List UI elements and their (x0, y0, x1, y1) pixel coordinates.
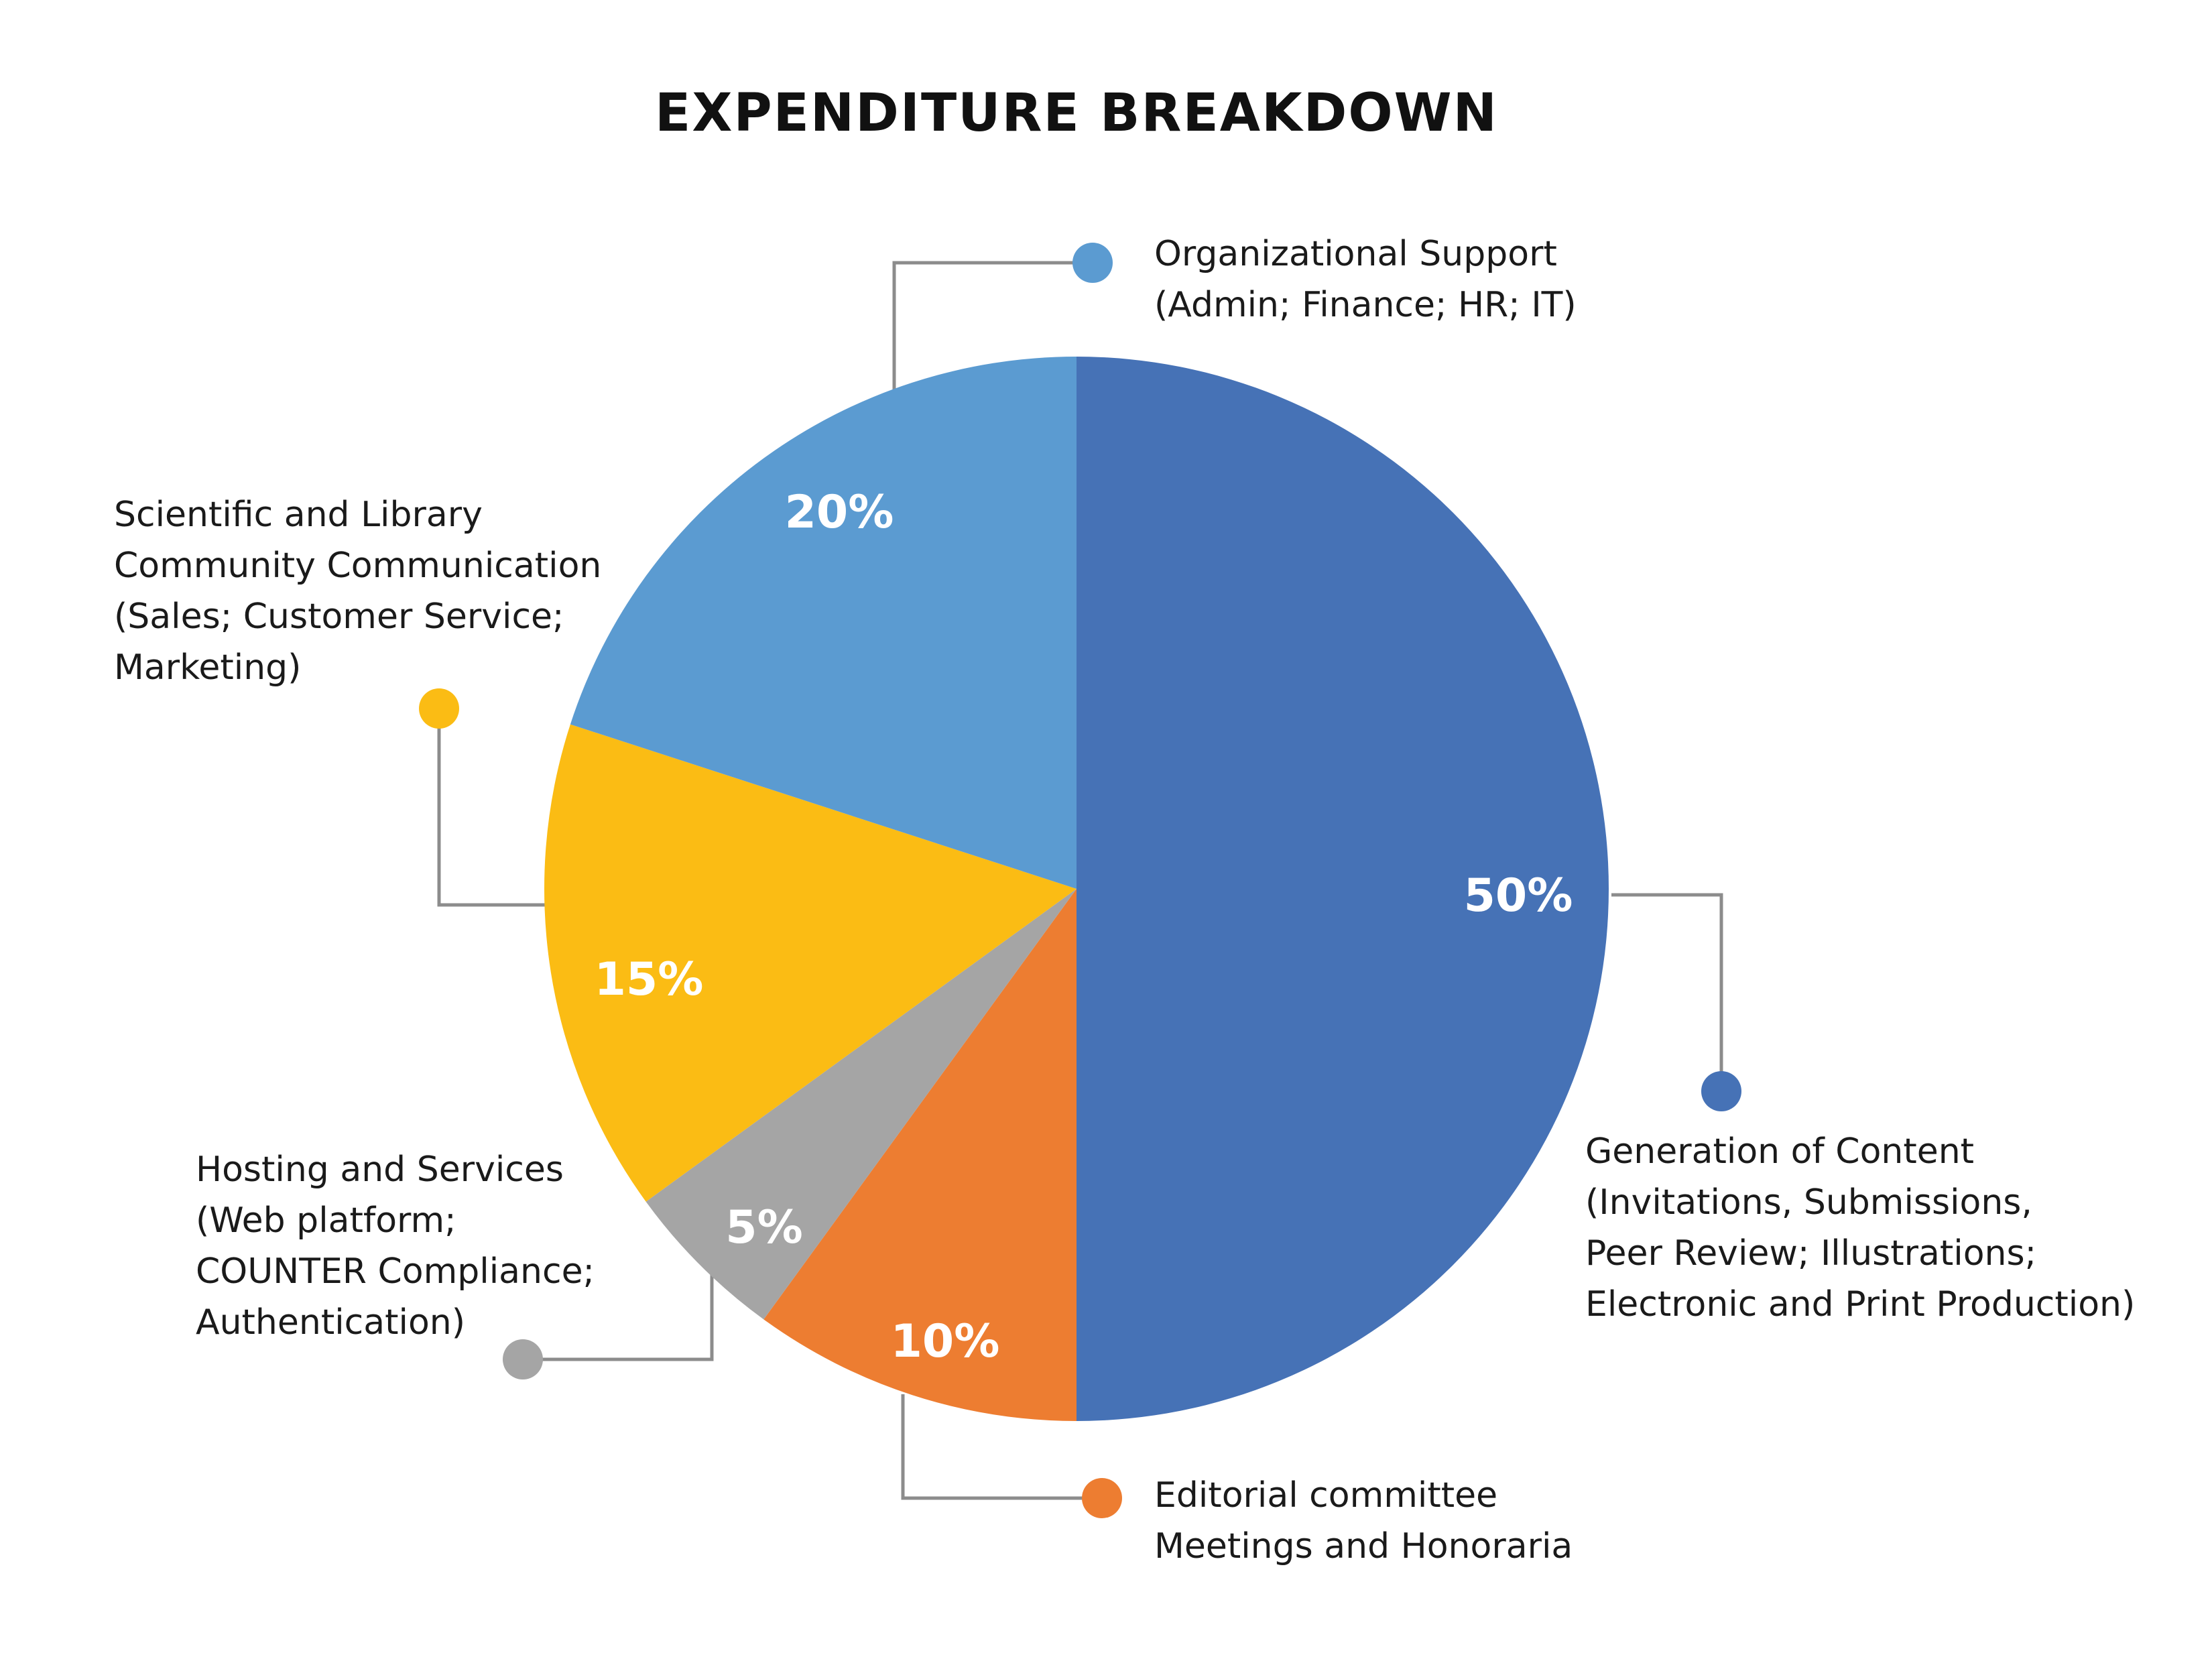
slice-label-1: Editorial committee Meetings and Honorari… (1154, 1475, 1573, 1566)
slice-label-line: Generation of Content (1585, 1131, 1974, 1172)
leader-line-0 (1611, 893, 1723, 1091)
slice-label-line: (Sales; Customer Service; (114, 597, 564, 637)
pie-slice-2 (646, 889, 1077, 1320)
slice-label-line: COUNTER Compliance; (196, 1251, 595, 1292)
pie-slice-1 (763, 889, 1077, 1421)
percent-label-4: 20% (785, 486, 894, 539)
pie-slice-4 (570, 357, 1077, 889)
slice-label-line: (Admin; Finance; HR; IT) (1154, 285, 1577, 325)
leader-lines (437, 261, 1723, 1500)
slice-label-line: Authentication) (196, 1302, 465, 1343)
percent-label-0: 50% (1464, 869, 1573, 922)
legend-dot-2 (503, 1339, 543, 1379)
slice-label-line: Meetings and Honoraria (1154, 1526, 1573, 1566)
pie-slice-3 (544, 724, 1077, 1202)
slice-label-0: Generation of Content (Invitations, Submi… (1585, 1131, 2135, 1325)
chart-title: EXPENDITURE BREAKDOWN (655, 83, 1498, 143)
leader-line-4 (892, 261, 1093, 392)
slice-label-4: Organizational Support (Admin; Finance; H… (1154, 234, 1577, 325)
slice-label-line: (Invitations, Submissions, (1585, 1182, 2032, 1223)
pie-slices (544, 357, 1609, 1421)
legend-dots (419, 243, 1741, 1518)
leader-line-1 (901, 1394, 1102, 1500)
slice-label-line: Hosting and Services (196, 1150, 564, 1190)
legend-dot-1 (1082, 1478, 1122, 1518)
legend-dot-4 (1072, 243, 1113, 283)
legend-dot-0 (1701, 1071, 1741, 1111)
slice-label-line: Editorial committee (1154, 1475, 1497, 1516)
slice-label-line: Community Communication (114, 546, 601, 586)
slice-label-line: Marketing) (114, 648, 301, 688)
pie-slice-0 (1077, 357, 1609, 1421)
percent-label-3: 15% (595, 953, 704, 1006)
leader-line-2 (523, 1274, 714, 1361)
slice-label-line: Peer Review; Illustrations; (1585, 1233, 2036, 1274)
slice-label-line: Scientific and Library (114, 495, 483, 535)
percent-labels: 50% 10% 5% 15% 20% (595, 486, 1573, 1368)
slice-labels: Generation of Content (Invitations, Submi… (114, 234, 2135, 1566)
slice-label-line: Organizational Support (1154, 234, 1557, 274)
slice-label-line: (Web platform; (196, 1201, 456, 1241)
percent-label-2: 5% (725, 1201, 802, 1254)
slice-label-line: Electronic and Print Production) (1585, 1284, 2135, 1325)
slice-label-2: Hosting and Services (Web platform; COUNTE… (196, 1150, 595, 1343)
legend-dot-3 (419, 688, 459, 729)
percent-label-1: 10% (891, 1315, 1000, 1368)
slice-label-3: Scientific and Library Community Communic… (114, 495, 601, 688)
leader-line-3 (437, 709, 545, 907)
